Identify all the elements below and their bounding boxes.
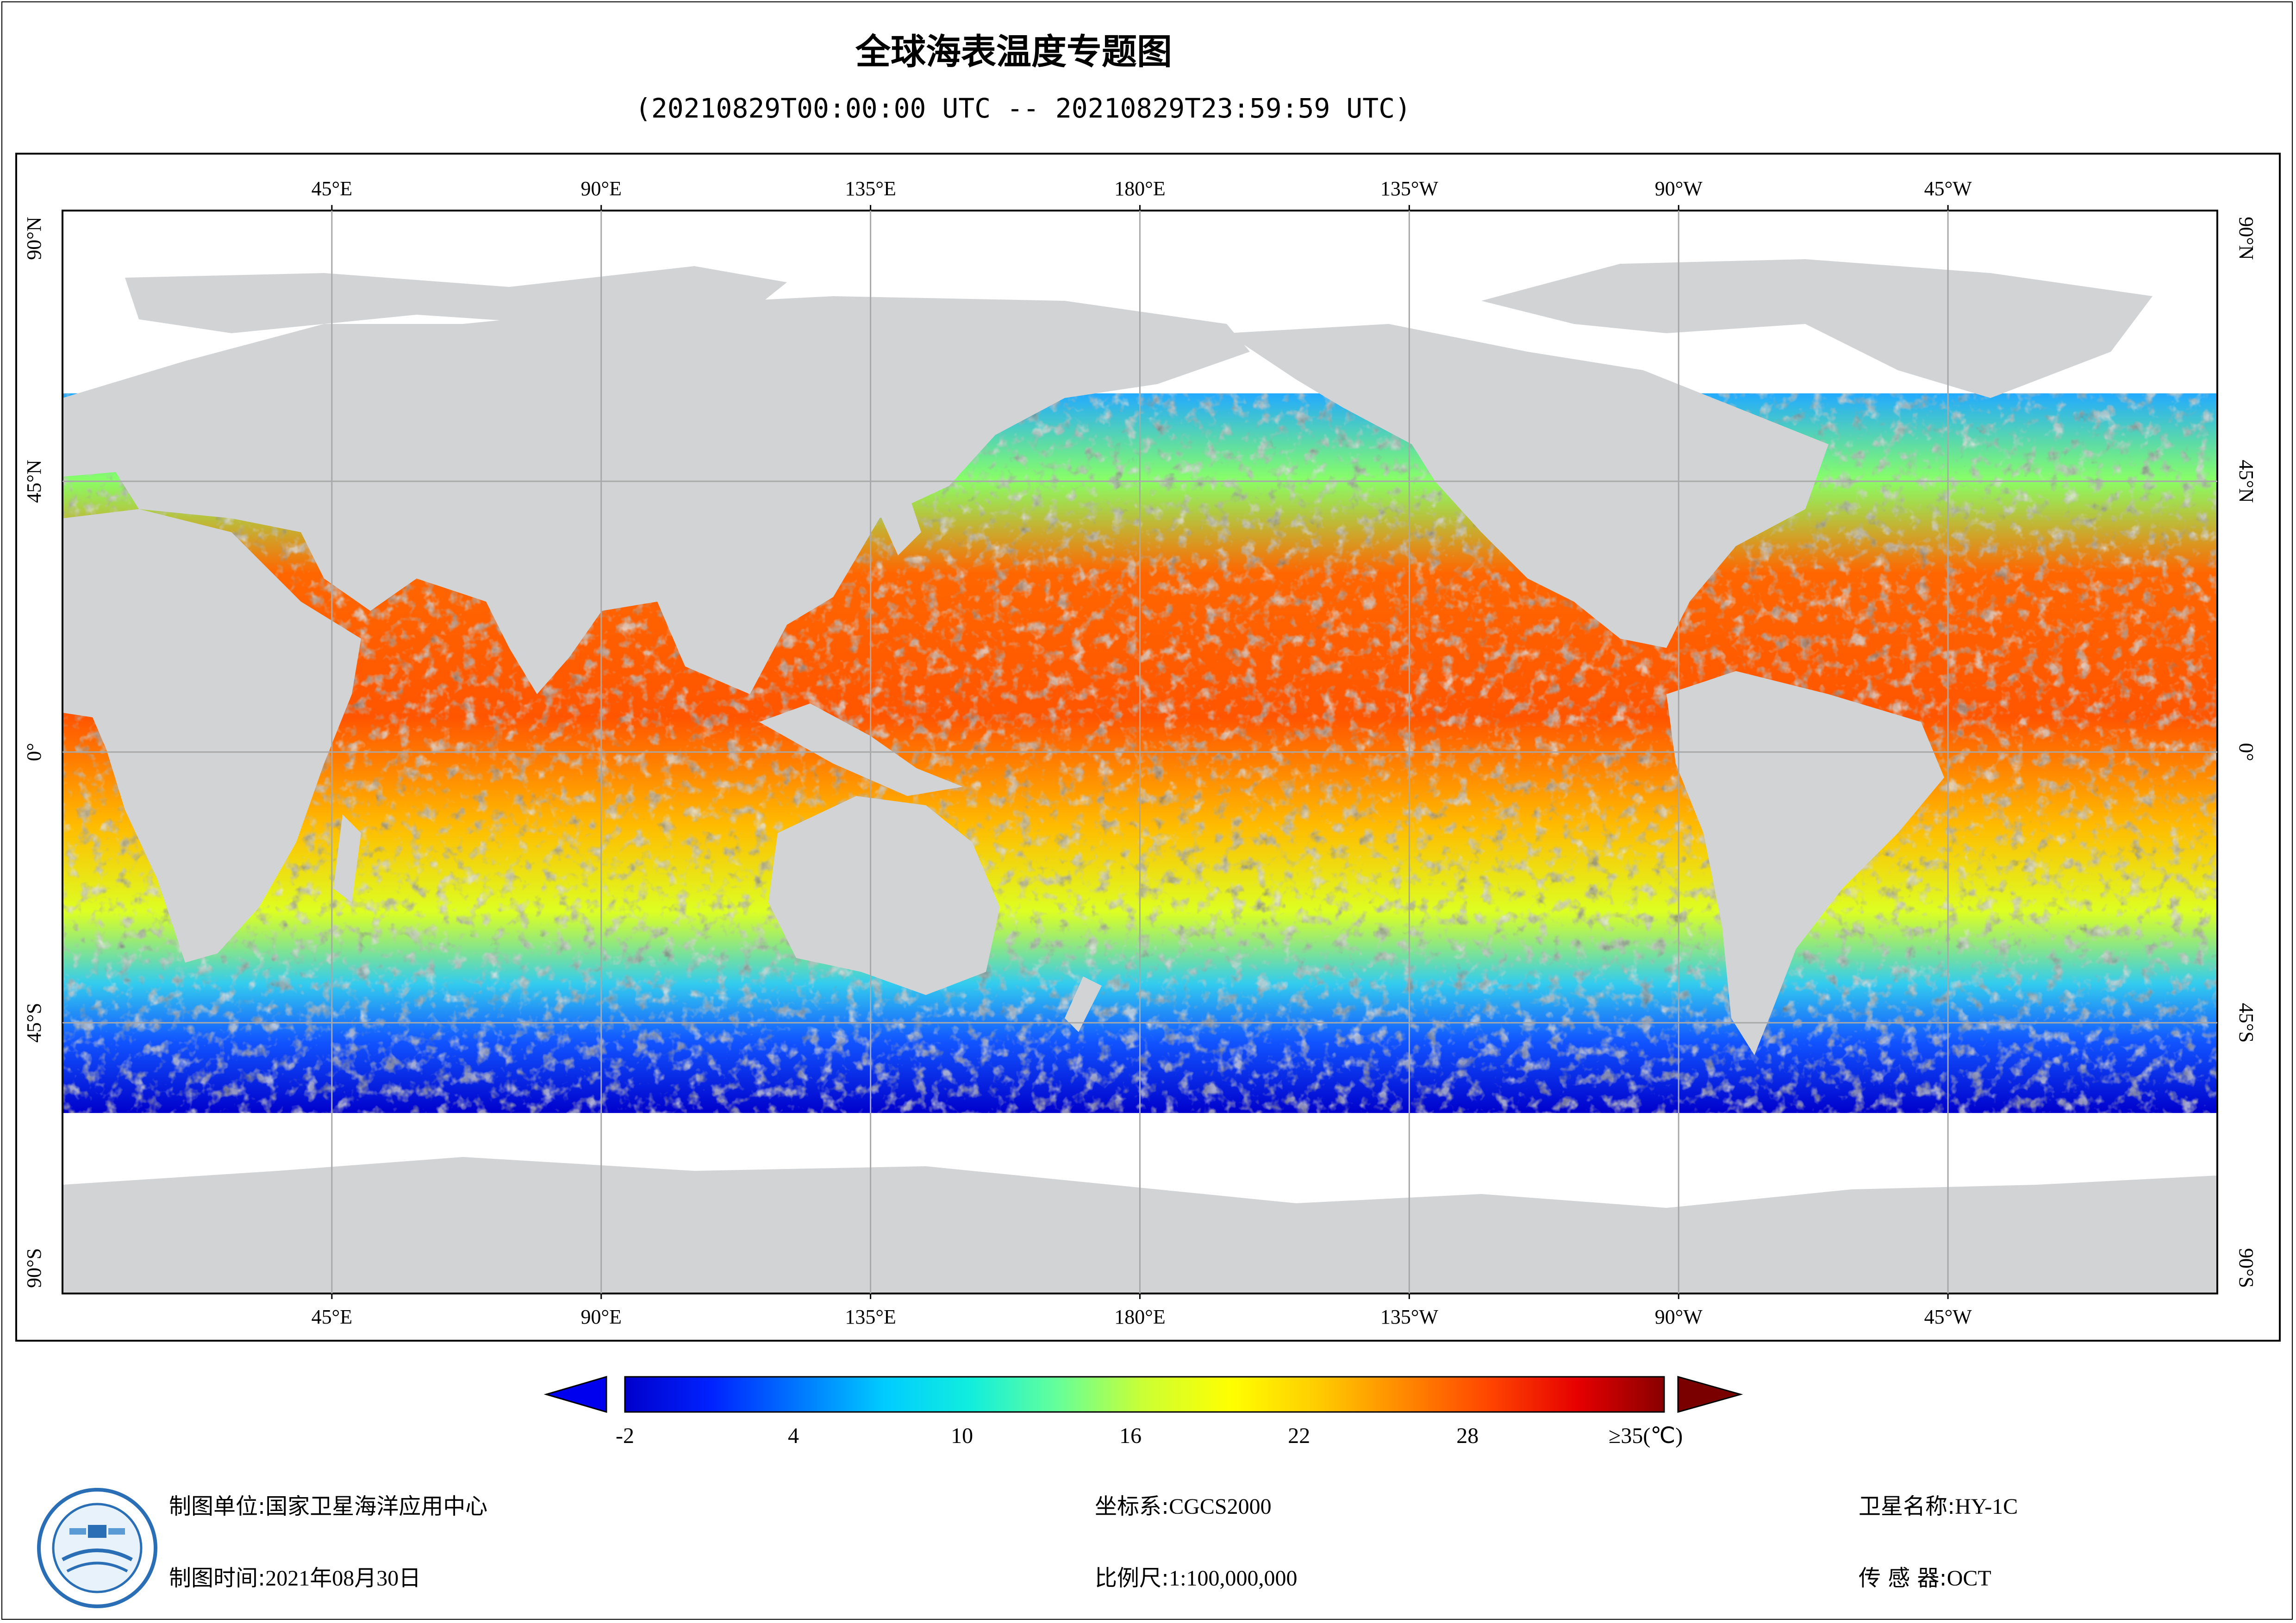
longitude-label: 90°E	[581, 177, 622, 200]
latitude-label: 45°N	[23, 460, 45, 503]
latitude-label: 45°S	[23, 1003, 45, 1043]
map-title: 全球海表温度专题图	[855, 31, 1172, 72]
longitude-label: 180°E	[1114, 1306, 1165, 1328]
map-subtitle: (20210829T00:00:00 UTC -- 20210829T23:59…	[635, 93, 1411, 124]
latitude-label: 90°N	[2235, 217, 2258, 260]
longitude-label: 45°W	[1924, 177, 1972, 200]
longitude-label: 135°W	[1380, 177, 1439, 200]
footer-scale: 比例尺:1:100,000,000	[1095, 1565, 1298, 1591]
longitude-labels-bottom: 45°E 90°E 135°E 180°E 135°W 90°W 45°W	[312, 1293, 1972, 1328]
footer-producer: 制图单位:国家卫星海洋应用中心	[169, 1493, 488, 1519]
longitude-label: 90°E	[581, 1306, 622, 1328]
graticule	[62, 211, 2217, 1293]
longitude-label: 180°E	[1114, 177, 1165, 200]
footer-sensor: 传 感 器:OCT	[1859, 1565, 1991, 1591]
longitude-label: 135°E	[845, 177, 896, 200]
colorbar-tick-label: 16	[1119, 1424, 1142, 1448]
latitude-label: 90°N	[23, 217, 45, 260]
latitude-label: 90°S	[23, 1248, 45, 1288]
longitude-labels-top: 45°E 90°E 135°E 180°E 135°W 90°W 45°W	[312, 177, 1972, 211]
longitude-label: 90°W	[1655, 177, 1703, 200]
colorbar-tick-label: 22	[1288, 1424, 1310, 1448]
latitude-label: 0°	[23, 743, 45, 761]
latitude-labels-left: 90°N 45°N 0° 45°S 90°S	[23, 217, 45, 1288]
footer-satellite: 卫星名称:HY-1C	[1859, 1493, 2018, 1519]
colorbar-gradient	[624, 1376, 1665, 1413]
longitude-label: 135°E	[845, 1306, 896, 1328]
footer-crs: 坐标系:CGCS2000	[1095, 1493, 1272, 1519]
latitude-label: 90°S	[2235, 1248, 2258, 1288]
colorbar-tick-label: ≥35(℃)	[1609, 1424, 1683, 1448]
colorbar: -2 4 10 16 22 28 ≥35(℃)	[543, 1375, 1743, 1448]
colorbar-tick-label: 10	[951, 1424, 973, 1448]
latitude-labels-right: 90°N 45°N 0° 45°S 90°S	[2235, 217, 2258, 1288]
colorbar-tick-label: 4	[788, 1424, 799, 1448]
colorbar-tick-label: 28	[1456, 1424, 1479, 1448]
footer-date: 制图时间:2021年08月30日	[169, 1565, 421, 1591]
latitude-label: 0°	[2235, 743, 2258, 761]
map-outer-frame	[15, 153, 2281, 1342]
colorbar-low-arrow	[543, 1375, 607, 1413]
colorbar-tick-labels: -2 4 10 16 22 28 ≥35(℃)	[616, 1424, 1683, 1448]
longitude-label: 135°W	[1380, 1306, 1439, 1328]
latitude-label: 45°N	[2235, 460, 2258, 503]
colorbar-high-arrow	[1677, 1376, 1743, 1413]
longitude-label: 45°W	[1924, 1306, 1972, 1328]
latitude-label: 45°S	[2235, 1003, 2258, 1043]
colorbar-tick-label: -2	[616, 1424, 634, 1448]
nsoas-logo	[37, 1488, 157, 1608]
longitude-label: 45°E	[312, 177, 352, 200]
longitude-label: 45°E	[312, 1306, 352, 1328]
longitude-label: 90°W	[1655, 1306, 1703, 1328]
